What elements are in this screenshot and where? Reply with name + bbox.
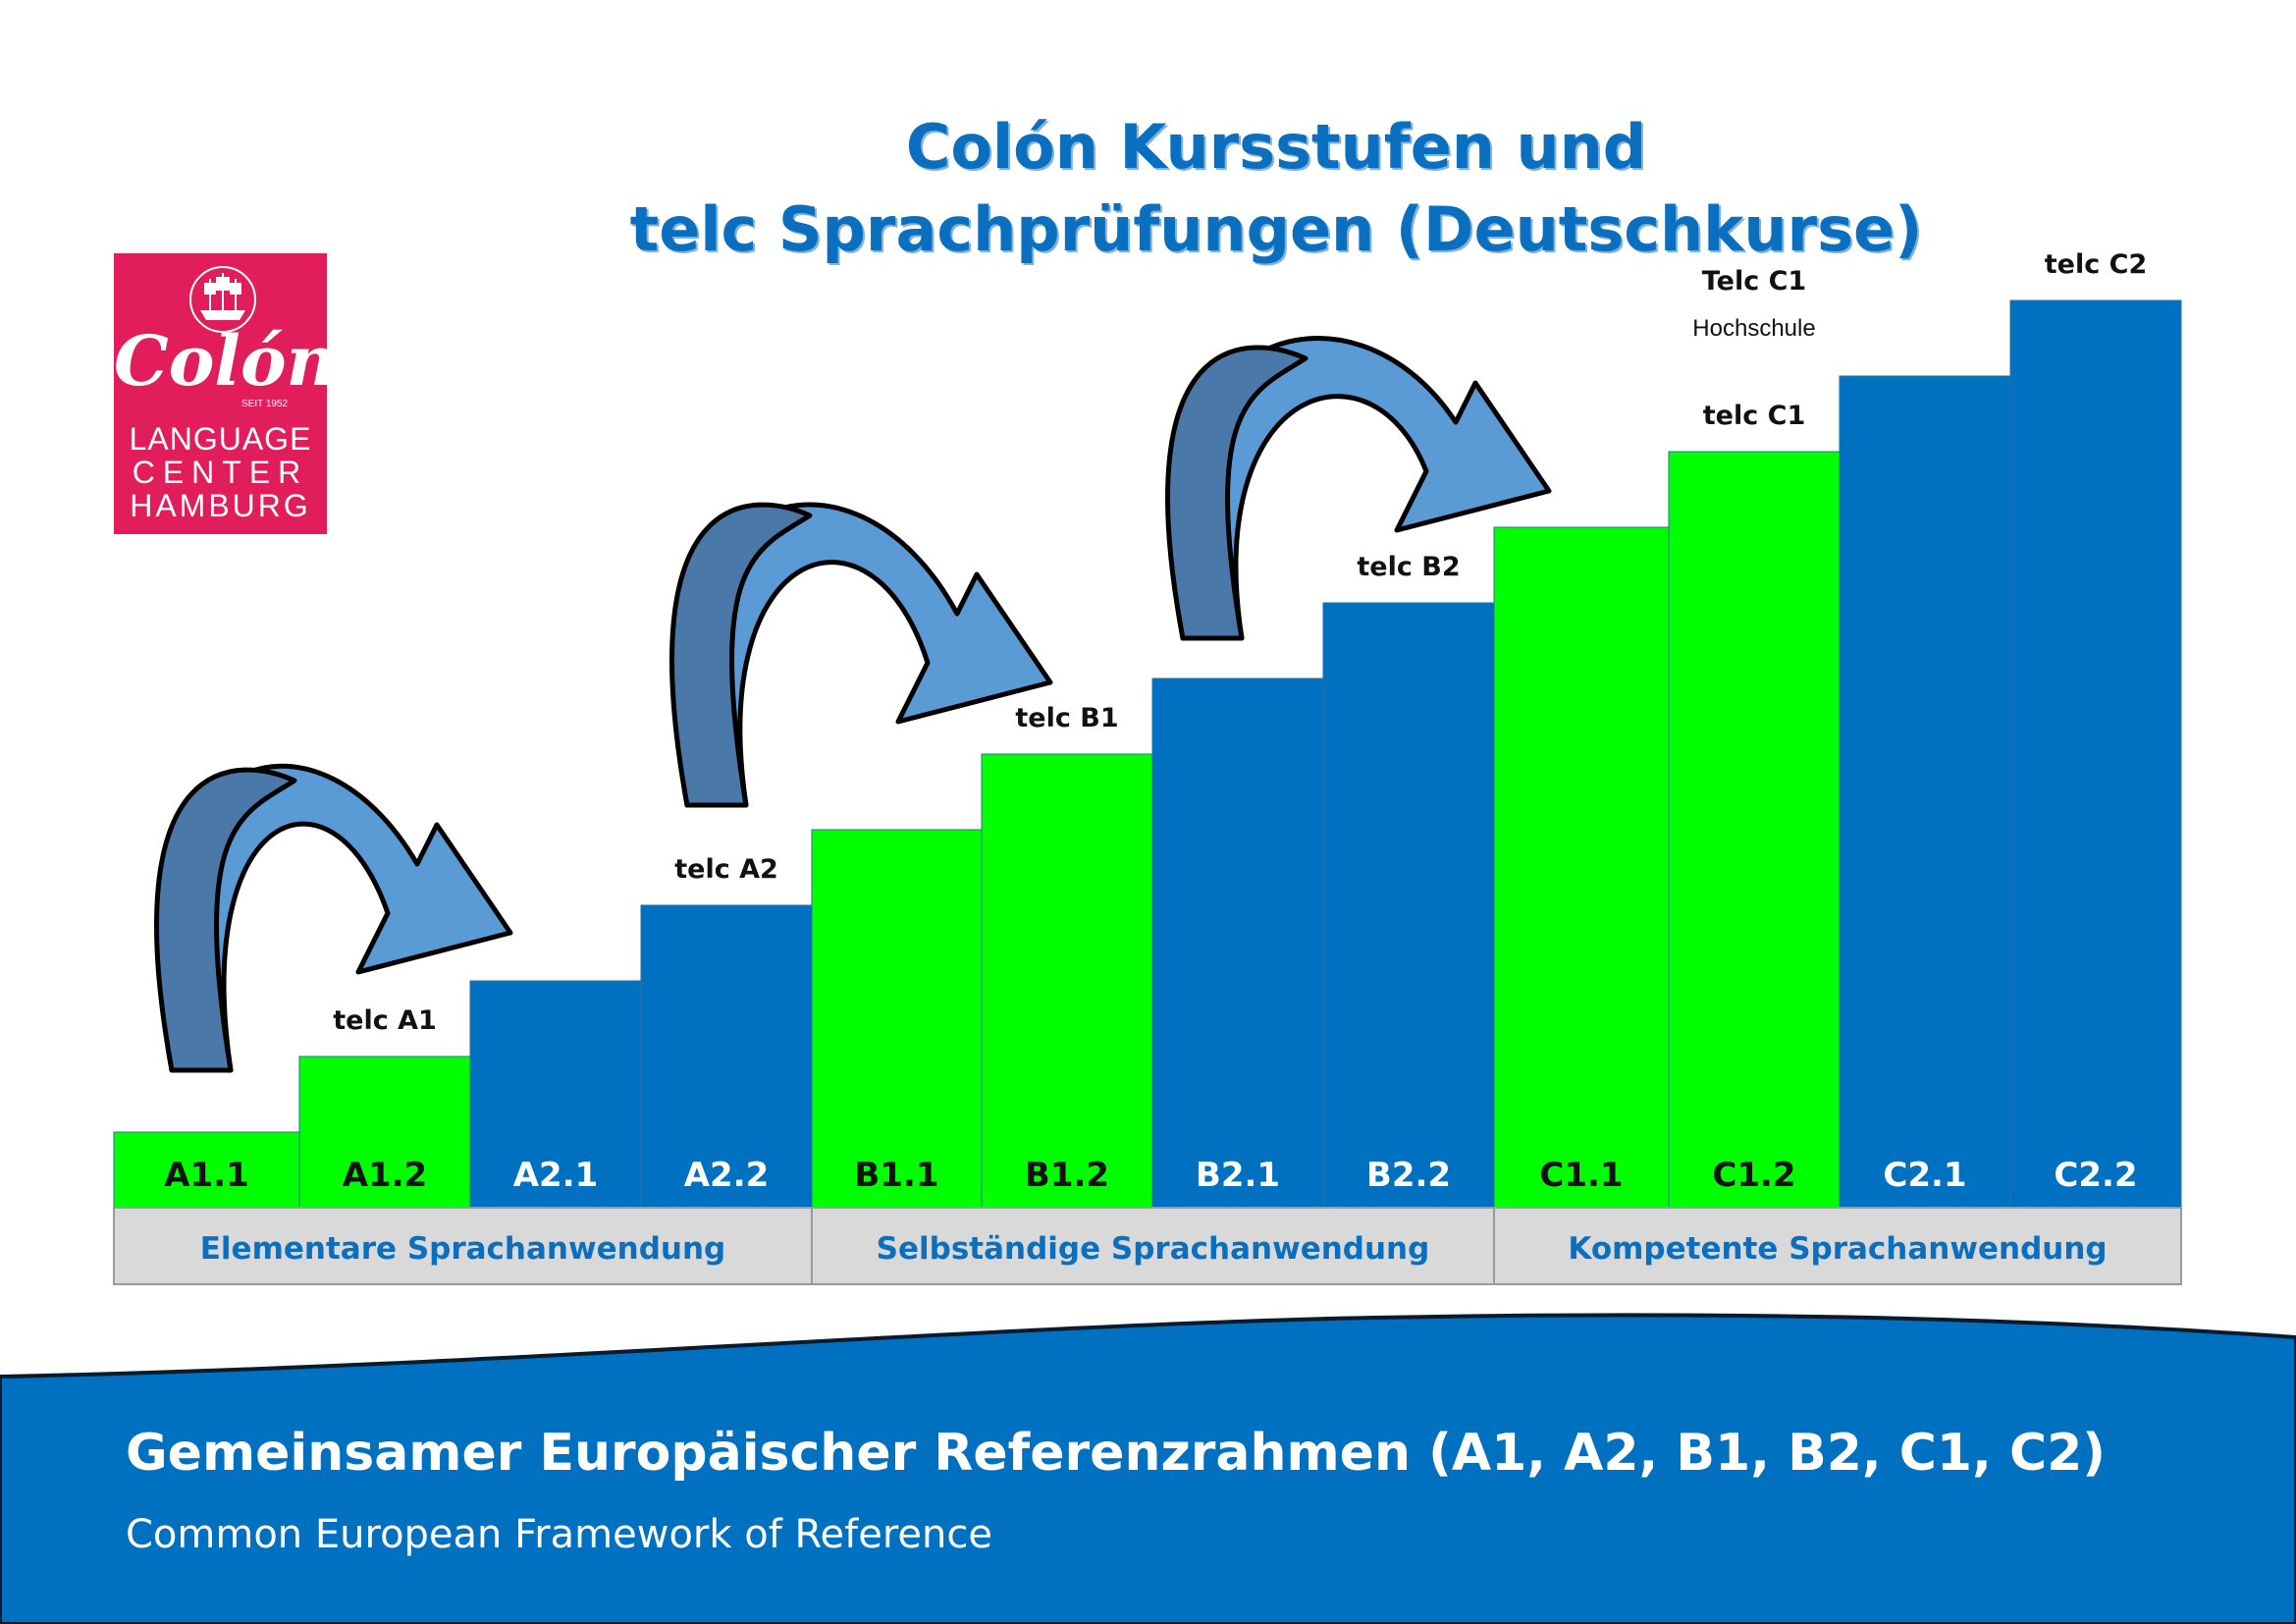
level-bar-C2-1 <box>1839 375 2011 1209</box>
ship-icon <box>189 266 256 333</box>
logo-language: LANGUAGE <box>129 421 312 457</box>
level-label-C2-1: C2.1 <box>1883 1156 1966 1195</box>
arrow-a1-a2 <box>154 763 513 1073</box>
arrow-a1-a2-shade <box>154 767 297 1073</box>
band-3 <box>1493 1207 2182 1285</box>
title-line-2: telc Sprachprüfungen (Deutschkurse) <box>629 193 1923 265</box>
level-bar-A2-2 <box>640 904 813 1209</box>
level-label-C1-1: C1.1 <box>1539 1156 1623 1195</box>
logo-hamburg: HAMBURG <box>130 488 311 523</box>
band-label-3: Kompetente Sprachanwendung <box>1568 1231 2107 1267</box>
footer-title: Gemeinsamer Europäischer Referenzrahmen … <box>126 1424 2107 1483</box>
footer-wave <box>0 1313 2296 1624</box>
level-label-A2-1: A2.1 <box>513 1156 599 1195</box>
arrow-b1-b2-shade <box>1165 345 1308 641</box>
exam-label-5: telc C1 <box>1703 401 1805 431</box>
arrow-b1-b2 <box>1165 336 1552 641</box>
level-bar-A1-1 <box>113 1131 300 1209</box>
logo-center: CENTER <box>132 455 309 490</box>
proficiency-bands: Elementare Sprachanwendung Selbständige S… <box>113 1207 2182 1285</box>
level-label-C2-2: C2.2 <box>2054 1156 2137 1195</box>
exam-label-3: telc B1 <box>1015 703 1118 733</box>
exam-sublabel-6: Hochschule <box>1692 315 1815 342</box>
colon-logo: Colón SEIT 1952 LANGUAGE CENTER HAMBURG <box>114 253 337 534</box>
progress-arrows <box>154 336 1552 1073</box>
logo-since: SEIT 1952 <box>241 399 289 409</box>
level-label-B1-2: B1.2 <box>1025 1156 1109 1195</box>
exam-label-1: telc A1 <box>333 1005 437 1036</box>
level-bar-B1-2 <box>981 753 1153 1209</box>
page-title: Colón Kursstufen und telc Sprachprüfunge… <box>491 106 2061 271</box>
level-bar-C2-2 <box>2009 299 2182 1209</box>
level-bar-A2-1 <box>469 980 642 1209</box>
level-label-A1-2: A1.2 <box>343 1156 428 1195</box>
band-label-2: Selbständige Sprachanwendung <box>877 1231 1430 1267</box>
level-label-B1-1: B1.1 <box>854 1156 938 1195</box>
level-bar-B1-1 <box>811 829 983 1209</box>
title-line-1: Colón Kursstufen und <box>905 111 1647 183</box>
exam-labels: telc A1 telc A2 telc B1 telc B2 telc C1 Telc … <box>333 249 2147 1036</box>
footer-subtitle: Common European Framework of Reference <box>126 1512 992 1557</box>
band-label-1: Elementare Sprachanwendung <box>200 1231 725 1267</box>
exam-label-6: Telc C1 <box>1702 266 1806 297</box>
level-bar-B2-2 <box>1322 602 1495 1209</box>
level-label-A2-2: A2.2 <box>684 1156 770 1195</box>
level-label-A1-1: A1.1 <box>164 1156 249 1195</box>
band-2 <box>811 1207 1495 1285</box>
logo-brand: Colón <box>114 320 337 402</box>
arrow-a2-b1-shade <box>669 502 813 808</box>
level-label-B2-2: B2.2 <box>1366 1156 1451 1195</box>
exam-label-4: telc B2 <box>1357 552 1460 582</box>
level-label-C1-2: C1.2 <box>1712 1156 1795 1195</box>
level-bar-C1-1 <box>1493 526 1670 1209</box>
level-bar-C1-2 <box>1668 451 1841 1209</box>
level-bars: A1.1 A1.2 A2.1 A2.2 B1.1 B1.2 B2.1 B2.2 C1.1 C1.2… <box>113 299 2182 1209</box>
exam-label-7: telc C2 <box>2045 249 2147 280</box>
band-1 <box>113 1207 813 1285</box>
exam-label-2: telc A2 <box>674 854 778 885</box>
level-bar-B2-1 <box>1151 677 1324 1209</box>
level-label-B2-1: B2.1 <box>1196 1156 1280 1195</box>
level-bar-A1-2 <box>298 1056 471 1209</box>
arrow-a2-b1 <box>669 502 1053 808</box>
